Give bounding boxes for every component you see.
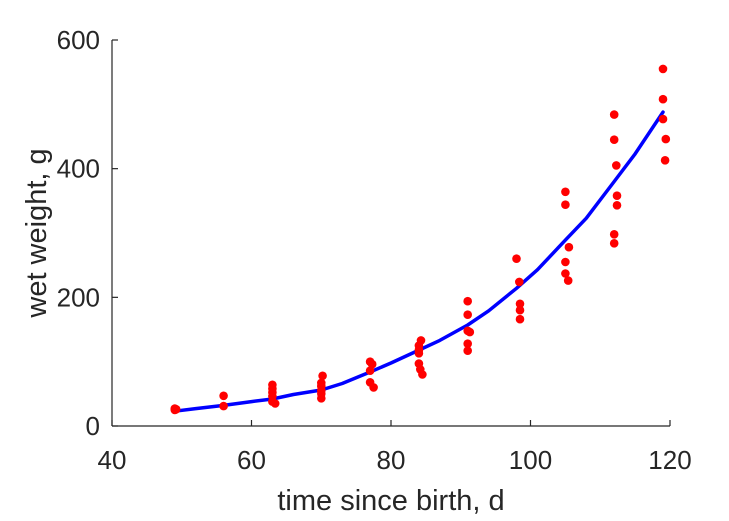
data-point <box>561 269 570 278</box>
data-point <box>268 380 277 390</box>
data-point <box>318 371 327 381</box>
data-point <box>658 94 668 104</box>
y-tick-label: 200 <box>57 282 100 312</box>
data-point <box>661 134 671 144</box>
data-point <box>465 327 475 337</box>
y-axis-label: wet weight, g <box>21 148 53 318</box>
data-point <box>612 191 622 200</box>
y-ticks: 0 200 400 600 <box>57 25 118 441</box>
data-point <box>658 114 668 124</box>
data-point <box>660 156 670 165</box>
x-tick-label: 120 <box>648 445 691 475</box>
data-point <box>219 401 228 411</box>
data-point <box>416 336 426 345</box>
x-tick-label: 40 <box>98 445 127 475</box>
y-tick-label: 0 <box>86 411 100 441</box>
data-point <box>171 405 181 414</box>
data-point <box>515 305 525 315</box>
data-point <box>609 110 619 119</box>
data-point <box>612 161 621 170</box>
x-axis-label: time since birth, d <box>277 485 504 517</box>
data-point <box>365 366 375 376</box>
data-point <box>561 200 570 209</box>
data-point <box>564 242 574 252</box>
x-tick-label: 100 <box>509 445 552 475</box>
plot-area <box>170 64 671 415</box>
data-point <box>515 314 525 324</box>
data-point <box>515 299 525 309</box>
axes: 40 60 80 100 120 0 200 400 600 <box>57 25 692 475</box>
data-point <box>512 254 521 263</box>
x-ticks: 40 60 80 100 120 <box>98 420 692 475</box>
y-tick-label: 400 <box>57 154 100 184</box>
data-point <box>270 399 280 408</box>
data-point <box>515 277 524 287</box>
data-point <box>463 310 473 320</box>
data-point <box>658 64 668 74</box>
data-points <box>170 64 671 415</box>
data-point <box>367 359 377 369</box>
data-point <box>561 187 570 197</box>
data-point <box>463 339 473 349</box>
data-point <box>609 239 619 248</box>
data-point <box>463 346 473 356</box>
x-tick-label: 80 <box>377 445 406 475</box>
data-point <box>418 370 427 379</box>
data-point <box>317 378 326 388</box>
data-point <box>612 201 622 210</box>
data-point <box>369 383 378 392</box>
data-point <box>609 230 619 239</box>
data-point <box>563 276 573 285</box>
data-point <box>609 135 619 144</box>
x-tick-label: 60 <box>237 445 266 475</box>
data-point <box>561 257 570 267</box>
data-point <box>219 391 228 401</box>
y-tick-label: 600 <box>57 25 100 55</box>
data-point <box>463 296 473 306</box>
